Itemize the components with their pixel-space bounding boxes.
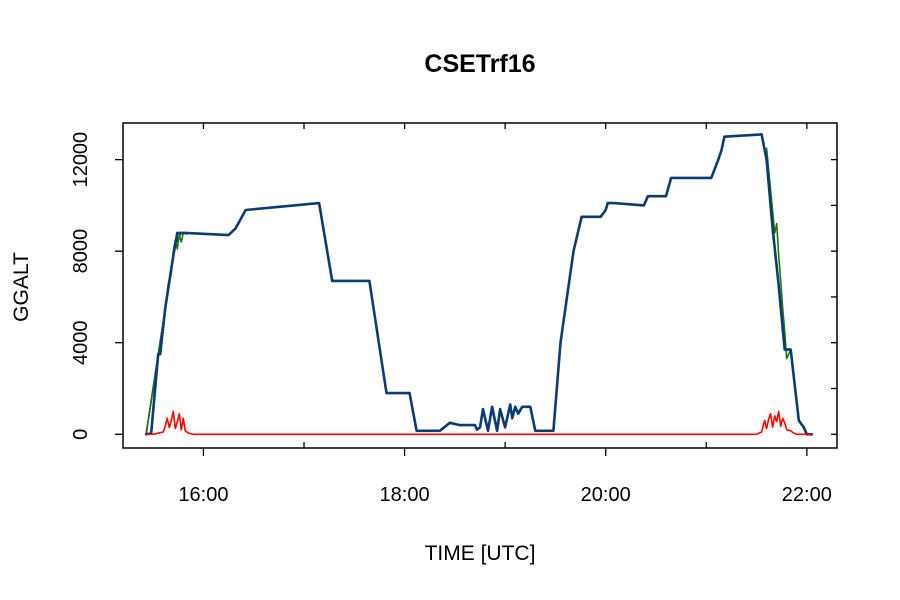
- plot-frame: [122, 122, 838, 449]
- y-tick-label: 4000: [70, 320, 92, 365]
- x-tick-label: 20:00: [581, 484, 631, 506]
- y-axis-ticks: 0 4000 8000 12000: [70, 132, 837, 440]
- y-axis-label: GGALT: [10, 252, 33, 322]
- series-line-3: [765, 147, 792, 360]
- y-tick-label: 12000: [70, 132, 92, 188]
- y-tick-label: 0: [70, 429, 92, 440]
- chart-title: CSETrf16: [424, 50, 535, 78]
- series-line-4: [144, 133, 814, 436]
- series-line-2: [145, 232, 188, 436]
- x-axis-ticks: 16:00 18:00 20:00 22:00: [178, 123, 832, 506]
- x-axis-label: TIME [UTC]: [425, 542, 536, 565]
- series-line-5: [145, 410, 813, 436]
- x-tick-label: 16:00: [178, 484, 228, 506]
- series-layer: [144, 133, 814, 436]
- x-tick-label: 22:00: [782, 484, 832, 506]
- x-tick-label: 18:00: [380, 484, 430, 506]
- y-tick-label: 8000: [70, 229, 92, 273]
